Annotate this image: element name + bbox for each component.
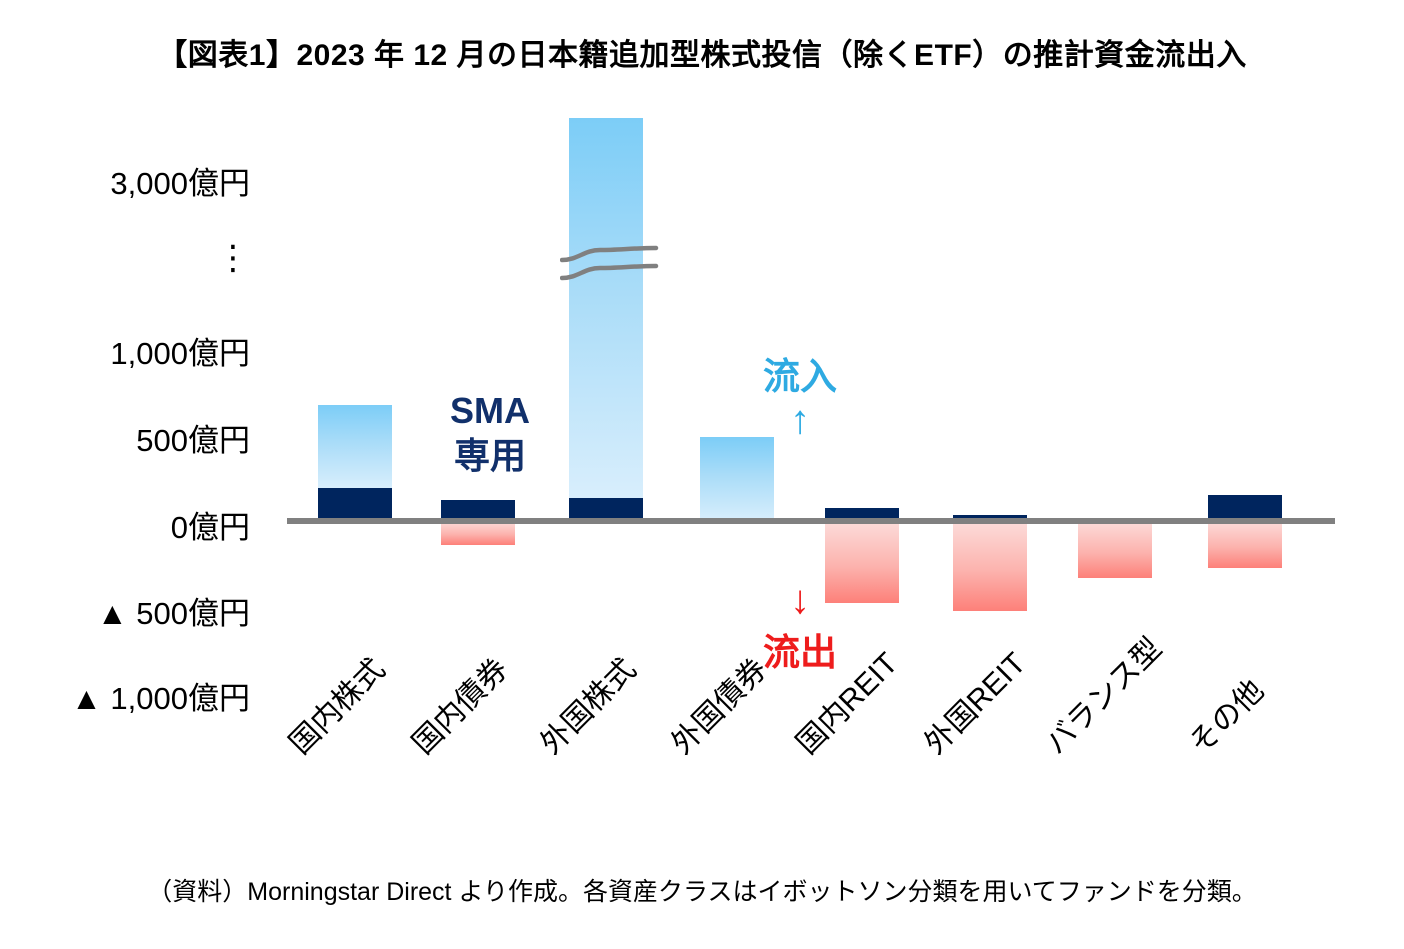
y-tick-label-minus1000: ▲ 1,000億円 — [71, 681, 250, 716]
bar-segment-inflow — [318, 405, 392, 488]
x-tick-label-foreign-equity: 外国株式 — [534, 652, 643, 761]
x-tick-label-domestic-bond: 国内債券 — [406, 652, 515, 761]
bar-segment-sma — [569, 498, 643, 521]
y-tick-label-minus500: ▲ 500億円 — [96, 596, 250, 631]
annotation-sma-line1: SMA — [450, 390, 530, 431]
axis-break-symbol — [559, 238, 660, 284]
bar-balanced — [1078, 521, 1152, 578]
zero-axis-line — [287, 518, 1335, 524]
arrow-down-icon: ↓ — [790, 578, 810, 622]
bar-domestic-bond — [441, 500, 515, 545]
x-tick-label-foreign-reit: 外国REIT — [918, 646, 1033, 761]
x-tick-label-domestic-equity: 国内株式 — [283, 652, 392, 761]
bar-domestic-equity — [318, 405, 392, 521]
x-tick-label-other: その他 — [1183, 673, 1271, 761]
page-title: 【図表1】2023 年 12 月の日本籍追加型株式投信（除くETF）の推計資金流… — [157, 39, 1247, 72]
y-tick-label-ellipsis: ⋮ — [216, 239, 250, 277]
annotation-inflow-label: 流入 — [763, 356, 837, 397]
y-tick-label-3000: 3,000億円 — [110, 166, 250, 201]
bar-segment-outflow — [441, 521, 515, 545]
bar-segment-inflow — [700, 437, 774, 521]
arrow-up-icon: ↑ — [790, 398, 810, 442]
x-tick-label-foreign-bond: 外国債券 — [665, 652, 774, 761]
bar-foreign-equity — [569, 118, 643, 521]
annotation-sma-line2: 専用 — [453, 435, 526, 476]
y-tick-label-500: 500億円 — [136, 423, 250, 458]
annotation-sma-exclusive: SMA 専用 — [430, 388, 550, 478]
bar-segment-sma — [441, 500, 515, 521]
bar-other — [1208, 495, 1282, 568]
bar-foreign-reit — [953, 515, 1027, 611]
x-tick-label-balanced: バランス型 — [1039, 631, 1169, 761]
bar-segment-outflow — [1078, 521, 1152, 578]
bar-segment-outflow — [1208, 521, 1282, 568]
y-tick-label-0: 0億円 — [170, 510, 250, 545]
bar-segment-inflow — [569, 118, 643, 498]
bar-segment-outflow — [953, 521, 1027, 611]
bar-segment-sma — [1208, 495, 1282, 521]
bar-domestic-reit — [825, 508, 899, 603]
bar-segment-outflow — [825, 521, 899, 603]
bar-segment-sma — [318, 488, 392, 521]
y-tick-label-1000: 1,000億円 — [110, 336, 250, 371]
source-note: （資料）Morningstar Direct より作成。各資産クラスはイボットソ… — [147, 878, 1257, 906]
bar-foreign-bond — [700, 437, 774, 521]
bar-segment-sma — [825, 508, 899, 521]
annotation-outflow-label: 流出 — [763, 632, 837, 673]
